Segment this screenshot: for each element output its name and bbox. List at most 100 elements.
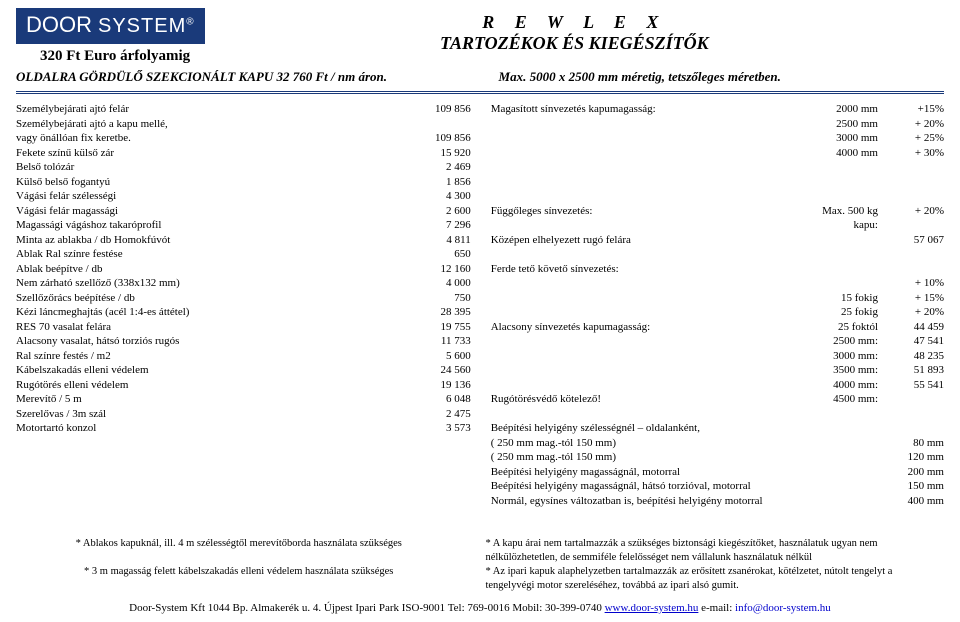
spec-value2: 80 mm xyxy=(884,436,944,451)
spec-value1 xyxy=(810,508,878,523)
spec-value2 xyxy=(884,175,944,190)
spec-value1: 25 fokig xyxy=(810,305,878,320)
spec-value1: 3000 mm xyxy=(810,131,878,146)
title-line2: TARTOZÉKOK ÉS KIEGÉSZÍTŐK xyxy=(205,33,944,54)
footnote-line: * Az ipari kapuk alaphelyzetben tartalma… xyxy=(485,565,944,593)
spec-label: Beépítési helyigény magasságnál, hátsó t… xyxy=(491,479,810,494)
price-item-value: 3 573 xyxy=(401,421,471,436)
spec-label: Beépítési helyigény szélességnél – oldal… xyxy=(491,421,810,436)
footnotes-right: * A kapu árai nem tartalmazzák a szükség… xyxy=(485,537,944,594)
price-item-value: 109 856 xyxy=(401,102,471,117)
spec-value1 xyxy=(810,276,878,291)
logo-part1: DOOR xyxy=(26,12,92,38)
price-item-label: Ral színre festés / m2 xyxy=(16,349,401,364)
price-item-label: Motortartó konzol xyxy=(16,421,401,436)
price-item-value: 6 048 xyxy=(401,392,471,407)
price-item-value: 15 920 xyxy=(401,146,471,161)
price-item-value: 4 300 xyxy=(401,189,471,204)
spec-label xyxy=(491,305,810,320)
spec-value2 xyxy=(884,407,944,422)
spec-value1: 2000 mm xyxy=(810,102,878,117)
footnote-line xyxy=(16,551,461,565)
spec-value1 xyxy=(810,479,878,494)
spec-value1 xyxy=(810,175,878,190)
spec-value1: 4500 mm: xyxy=(810,392,878,407)
spec-label xyxy=(491,218,810,233)
spec-value1: 15 fokig xyxy=(810,291,878,306)
price-item-value: 19 755 xyxy=(401,320,471,335)
spec-label xyxy=(491,407,810,422)
price-item-value: 24 560 xyxy=(401,363,471,378)
spec-value2: 47 541 xyxy=(884,334,944,349)
price-item-label: Személybejárati ajtó a kapu mellé, xyxy=(16,117,401,132)
price-item-value: 109 856 xyxy=(401,131,471,146)
price-item-label: Kábelszakadás elleni védelem xyxy=(16,363,401,378)
spec-label: Rugótörésvédő kötelező! xyxy=(491,392,810,407)
price-item-label: Minta az ablakba / db Homokfúvót xyxy=(16,233,401,248)
price-item-label: Magassági vágáshoz takaróprofil xyxy=(16,218,401,233)
spec-label xyxy=(491,349,810,364)
spec-label xyxy=(491,189,810,204)
spec-value2: + 20% xyxy=(884,305,944,320)
price-item-value: 19 136 xyxy=(401,378,471,393)
header: DOOR SYSTEM® 320 Ft Euro árfolyamig R E … xyxy=(16,8,944,67)
spec-value2: 51 893 xyxy=(884,363,944,378)
spec-value1: 3000 mm: xyxy=(810,349,878,364)
spec-label xyxy=(491,117,810,132)
price-item-label: Fekete színű külső zár xyxy=(16,146,401,161)
price-item-value: 28 395 xyxy=(401,305,471,320)
price-item-label: Nem zárható szellőző (338x132 mm) xyxy=(16,276,401,291)
spec-value2: 48 235 xyxy=(884,349,944,364)
spec-value1 xyxy=(810,247,878,262)
divider xyxy=(16,91,944,94)
logo-part2: SYSTEM® xyxy=(98,15,195,38)
spec-value2 xyxy=(884,247,944,262)
footnote-line: * A kapu árai nem tartalmazzák a szükség… xyxy=(485,537,944,565)
footnote-line: * Ablakos kapuknál, ill. 4 m szélességtő… xyxy=(16,537,461,551)
price-item-label: Személybejárati ajtó felár xyxy=(16,102,401,117)
spec-value1 xyxy=(810,233,878,248)
spec-value2 xyxy=(884,262,944,277)
left-price-list: Személybejárati ajtó felárSzemélybejárat… xyxy=(16,102,471,523)
spec-value1: 25 foktól xyxy=(810,320,878,335)
spec-label xyxy=(491,175,810,190)
price-item-value: 1 856 xyxy=(401,175,471,190)
footer-website-link[interactable]: www.door-system.hu xyxy=(605,602,699,614)
price-item-value: 5 600 xyxy=(401,349,471,364)
spec-label: ( 250 mm mag.-tól 150 mm) xyxy=(491,436,810,451)
spec-value1 xyxy=(810,450,878,465)
spec-value1 xyxy=(810,494,878,509)
footer-email-link[interactable]: info@door-system.hu xyxy=(735,602,831,614)
spec-label: ( 250 mm mag.-tól 150 mm) xyxy=(491,450,810,465)
price-item-label: Külső belső fogantyú xyxy=(16,175,401,190)
spec-value2: + 20% xyxy=(884,204,944,219)
price-item-value: 650 xyxy=(401,247,471,262)
spec-value2 xyxy=(884,160,944,175)
spec-value1 xyxy=(810,465,878,480)
price-item-label: Vágási felár szélességi xyxy=(16,189,401,204)
spec-value1: 4000 mm xyxy=(810,146,878,161)
price-item-value: 2 469 xyxy=(401,160,471,175)
spec-value2: 120 mm xyxy=(884,450,944,465)
price-item-label: Vágási felár magassági xyxy=(16,204,401,219)
spec-value1: 3500 mm: xyxy=(810,363,878,378)
footnote-line: * 3 m magasság felett kábelszakadás elle… xyxy=(16,565,461,579)
price-item-label: Kézi láncmeghajtás (acél 1:4-es áttétel) xyxy=(16,305,401,320)
title-block: R E W L E X TARTOZÉKOK ÉS KIEGÉSZÍTŐK xyxy=(205,8,944,54)
price-item-value: 2 475 xyxy=(401,407,471,422)
spec-value2 xyxy=(884,218,944,233)
spec-value1 xyxy=(810,407,878,422)
footnotes: * Ablakos kapuknál, ill. 4 m szélességtő… xyxy=(16,537,944,594)
footer-text2: e-mail: xyxy=(701,602,735,614)
spec-value1 xyxy=(810,262,878,277)
footnotes-left: * Ablakos kapuknál, ill. 4 m szélességtő… xyxy=(16,537,461,594)
spec-label: Függőleges sínvezetés: xyxy=(491,204,810,219)
spec-label: Magasított sínvezetés kapumagasság: xyxy=(491,102,810,117)
spec-value1 xyxy=(810,436,878,451)
spec-value1 xyxy=(810,421,878,436)
header-left: DOOR SYSTEM® 320 Ft Euro árfolyamig xyxy=(16,8,205,67)
price-item-value: 2 600 xyxy=(401,204,471,219)
spec-label xyxy=(491,378,810,393)
spec-label: Normál, egysínes változatban is, beépíté… xyxy=(491,494,810,509)
spec-value2 xyxy=(884,392,944,407)
